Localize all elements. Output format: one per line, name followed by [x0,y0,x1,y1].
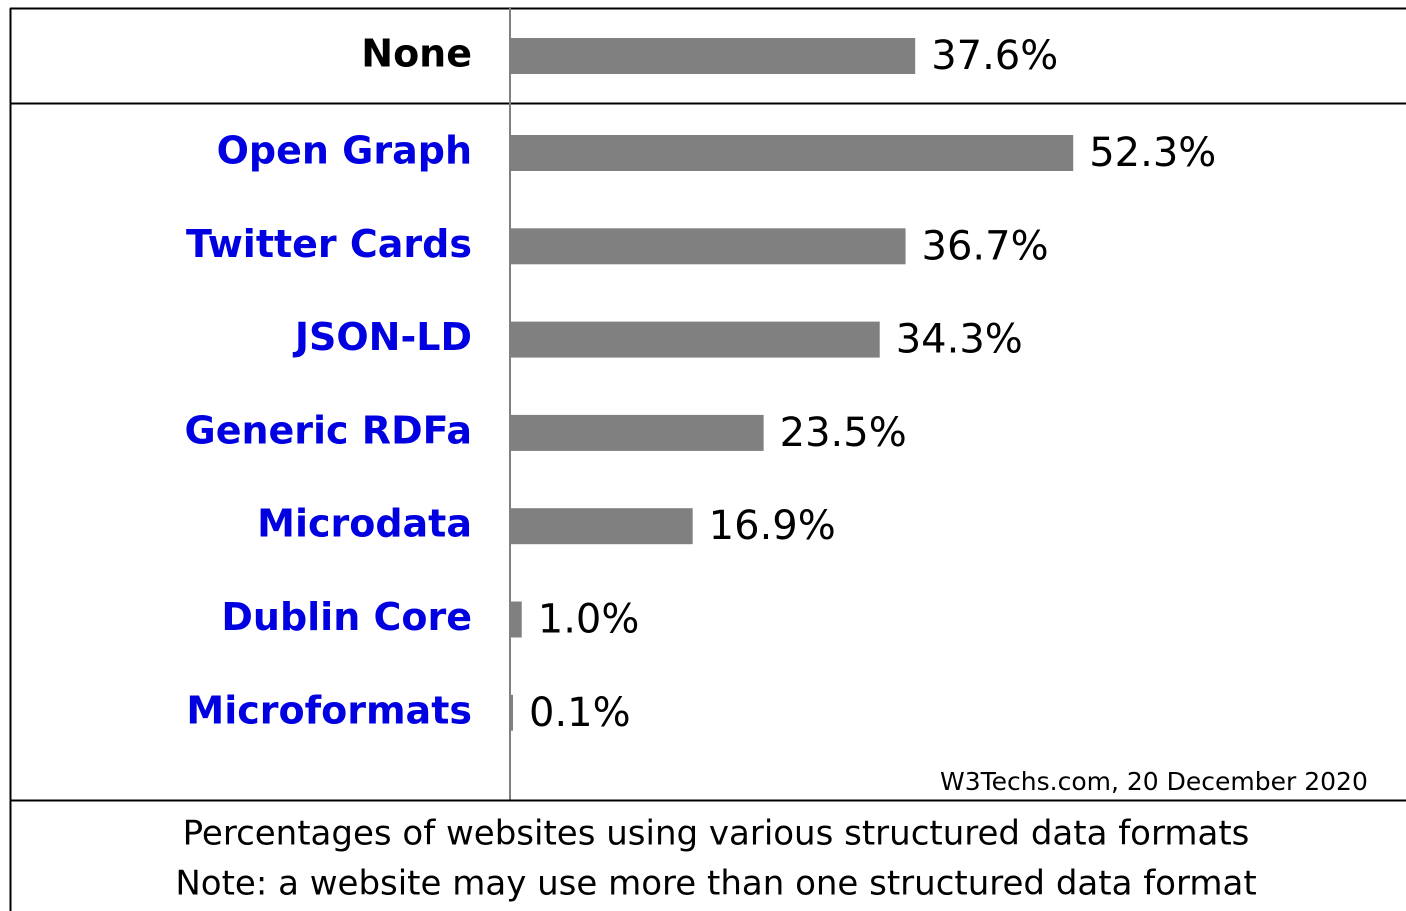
category-link[interactable]: Generic RDFa [185,408,473,452]
value-label: 0.1% [529,690,631,736]
category-link[interactable]: Microformats [186,688,472,732]
bar [511,414,764,451]
category-label: None [361,32,472,76]
category-link[interactable]: Twitter Cards [186,222,472,266]
value-label: 34.3% [896,317,1023,363]
value-label: 23.5% [780,410,907,456]
value-label: 16.9% [709,503,836,549]
note: Note: a website may use more than one st… [175,864,1256,904]
bar [511,321,880,358]
value-label: 52.3% [1089,130,1216,176]
bar [511,601,522,638]
category-link[interactable]: Open Graph [217,129,472,173]
bar [511,135,1074,171]
value-label: 36.7% [922,223,1049,269]
bar [511,228,906,265]
source: W3Techs.com, 20 December 2020 [940,767,1368,796]
bar [511,694,513,731]
value-label: 1.0% [538,597,640,643]
category-link[interactable]: JSON-LD [292,315,472,359]
note: Percentages of websites using various st… [183,814,1250,854]
category-link[interactable]: Dublin Core [221,595,472,639]
category-link[interactable]: Microdata [257,502,472,546]
bar [511,38,916,74]
value-label: 37.6% [931,33,1058,79]
bar [511,508,693,545]
